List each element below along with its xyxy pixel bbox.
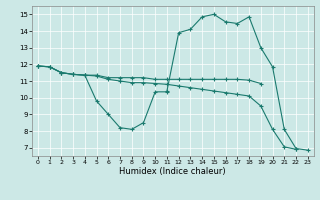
X-axis label: Humidex (Indice chaleur): Humidex (Indice chaleur) — [119, 167, 226, 176]
